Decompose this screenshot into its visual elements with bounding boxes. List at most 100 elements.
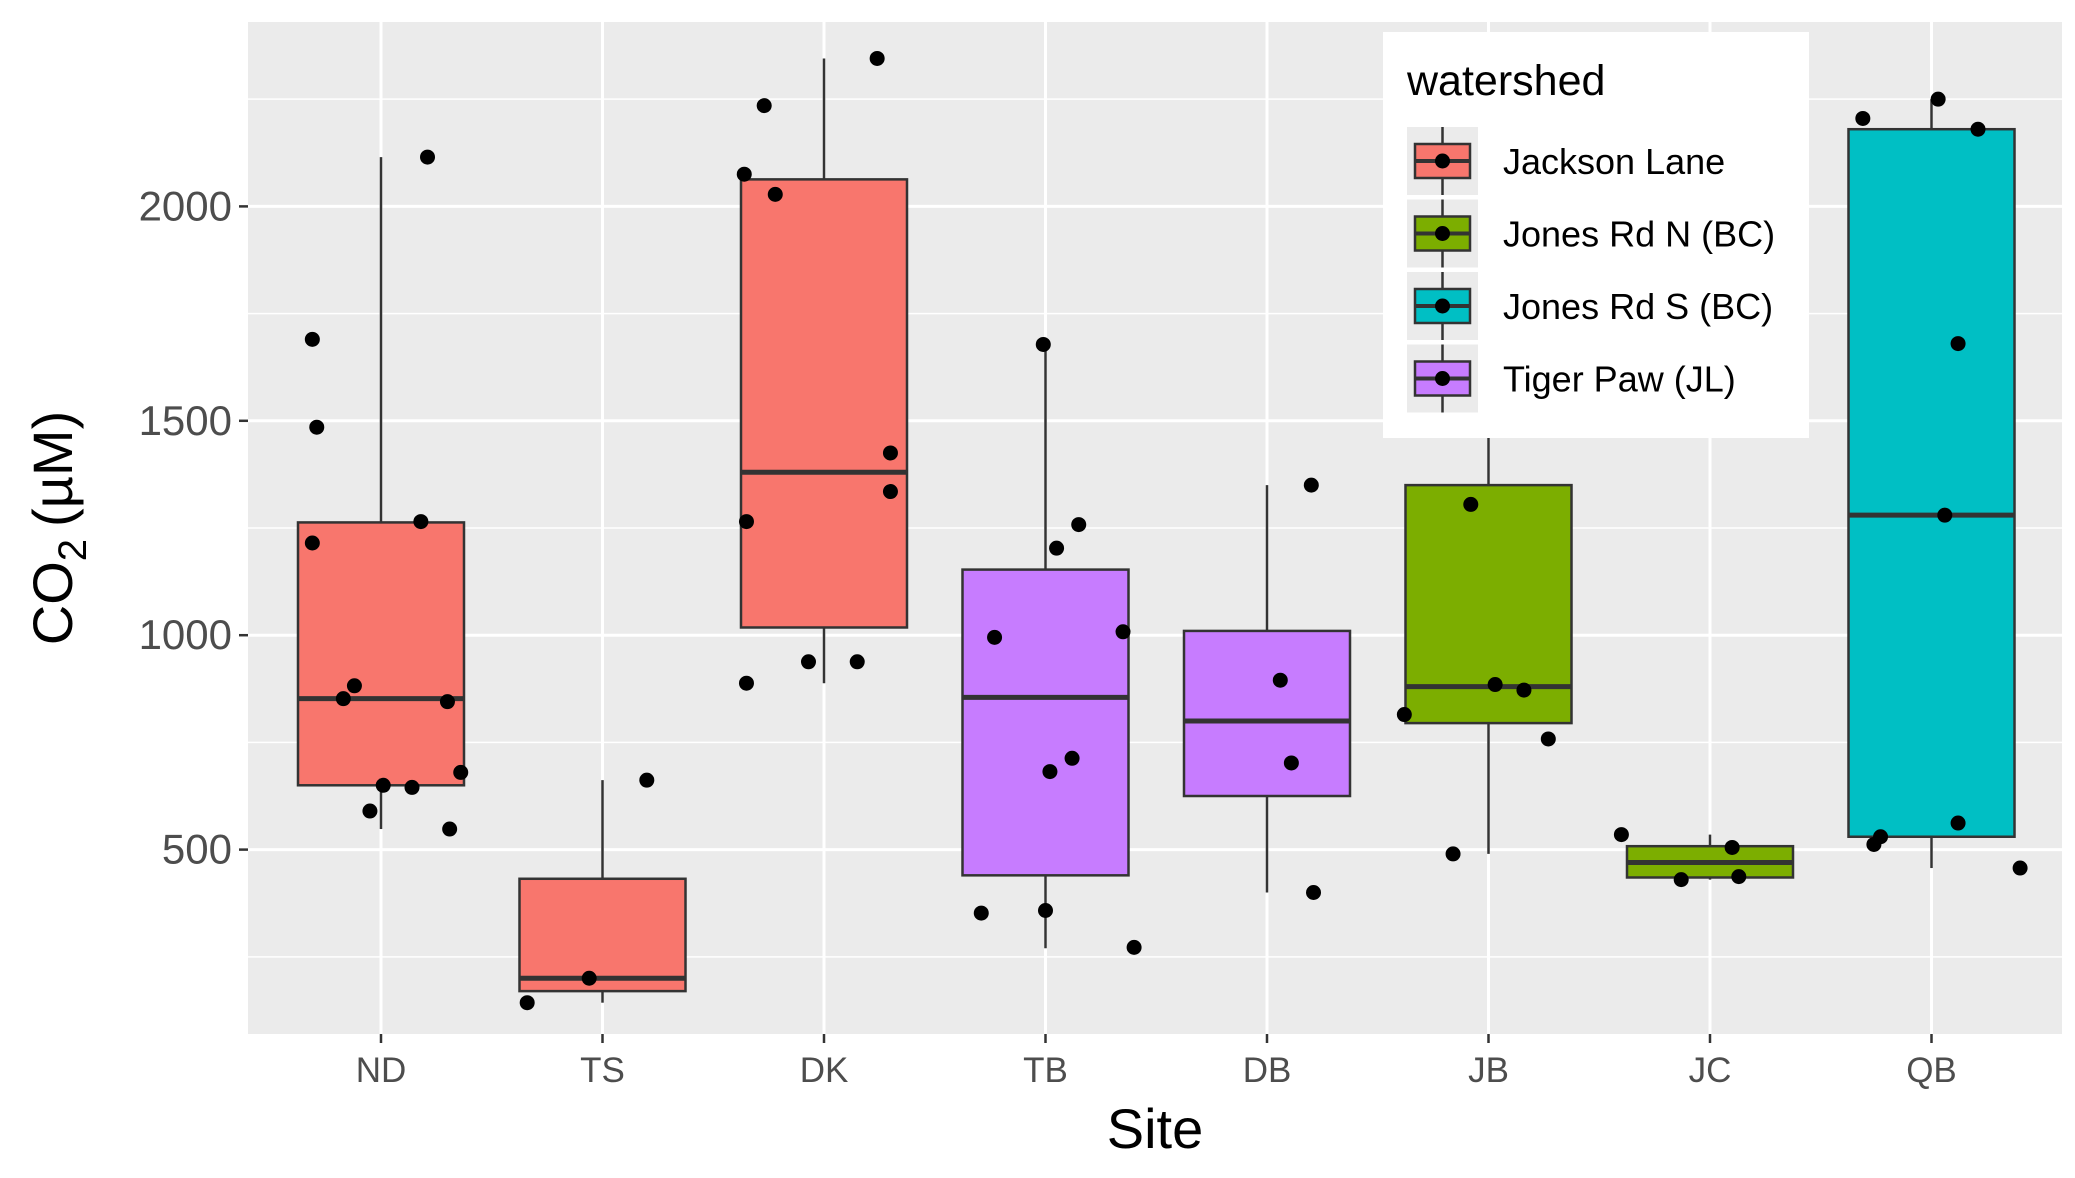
data-point-nd — [346, 678, 362, 694]
box-iqr — [518, 877, 687, 993]
x-axis-title: Site — [1107, 1097, 1204, 1160]
y-tick-label: 1500 — [139, 397, 232, 444]
x-tick-label-dk: DK — [800, 1051, 849, 1090]
data-point-dk — [882, 484, 898, 500]
data-point-qb — [1950, 815, 1966, 831]
data-point-nd — [453, 764, 469, 780]
data-point-ts — [519, 995, 535, 1011]
data-point-jb — [1463, 496, 1479, 512]
data-point-dk — [882, 445, 898, 461]
data-point-dk — [736, 166, 752, 182]
data-point-nd — [442, 821, 458, 837]
data-point-nd — [375, 777, 391, 793]
data-point-jb — [1540, 731, 1556, 747]
data-point-tb — [1064, 750, 1080, 766]
x-tick-label-qb: QB — [1906, 1051, 1957, 1090]
x-tick-label-tb: TB — [1023, 1051, 1068, 1090]
data-point-qb — [2012, 860, 2028, 876]
data-point-nd — [420, 149, 436, 165]
box-iqr — [1182, 629, 1352, 798]
data-point-tb — [1115, 624, 1131, 640]
data-point-ts — [639, 772, 655, 788]
legend-label: Jones Rd S (BC) — [1503, 286, 1773, 327]
data-point-nd — [439, 694, 455, 710]
data-point-jb — [1516, 682, 1532, 698]
data-point-tb — [1071, 517, 1087, 533]
data-point-nd — [413, 514, 429, 530]
data-point-jb — [1445, 846, 1461, 862]
y-axis-title-subscript: 2 — [51, 539, 95, 561]
legend-key-point — [1435, 153, 1450, 169]
legend-key-point — [1435, 298, 1450, 314]
legend-label: Tiger Paw (JL) — [1503, 359, 1736, 400]
y-axis-title-main: CO — [21, 561, 84, 645]
legend-items: Jackson Lane Jones Rd N (BC) Jones Rd S (B… — [1407, 127, 1775, 413]
data-point-tb — [1035, 336, 1051, 352]
data-point-tb — [1126, 939, 1142, 955]
box-tb — [961, 344, 1130, 949]
x-tick-label-db: DB — [1243, 1051, 1292, 1090]
data-point-qb — [1866, 836, 1882, 852]
data-point-ts — [581, 970, 597, 986]
legend-label: Jones Rd N (BC) — [1503, 214, 1775, 255]
legend: watershed Jackson Lane Jones Rd N (BC) Jon… — [1383, 32, 1809, 438]
box-db — [1182, 485, 1352, 893]
data-point-jb — [1396, 707, 1412, 723]
data-point-qb — [1855, 110, 1871, 126]
box-qb — [1847, 99, 2016, 869]
data-point-db — [1283, 755, 1299, 771]
legend-item: Jones Rd N (BC) — [1407, 199, 1775, 268]
data-point-dk — [849, 654, 865, 670]
data-point-db — [1306, 884, 1322, 900]
data-point-dk — [738, 675, 754, 691]
data-point-qb — [1930, 91, 1946, 107]
box-jc — [1625, 834, 1795, 880]
legend-label: Jackson Lane — [1503, 141, 1725, 182]
box-iqr — [296, 521, 466, 787]
data-point-qb — [1937, 507, 1953, 523]
data-point-tb — [973, 905, 989, 921]
data-point-jc — [1731, 869, 1747, 885]
y-tick-label: 500 — [162, 826, 232, 873]
data-point-nd — [362, 803, 378, 819]
legend-item: Tiger Paw (JL) — [1407, 344, 1736, 413]
axis-layer: 500 1000 1500 2000 ND TS DK TB DB JB JC QB — [139, 182, 1957, 1090]
data-point-db — [1272, 672, 1288, 688]
x-tick-label-jb: JB — [1468, 1051, 1509, 1090]
y-axis-title: CO2 (µM) — [21, 411, 95, 645]
box-nd — [296, 157, 466, 830]
box-dk — [739, 58, 909, 684]
data-point-dk — [767, 186, 783, 202]
box-iqr — [739, 178, 909, 629]
x-tick-label-jc: JC — [1689, 1051, 1732, 1090]
data-point-tb — [987, 629, 1003, 645]
data-point-jb — [1487, 677, 1503, 693]
x-tick-label-ts: TS — [580, 1051, 625, 1090]
y-axis-title-unit: (µM) — [21, 411, 84, 527]
data-point-dk — [869, 50, 885, 66]
data-point-jc — [1724, 839, 1740, 855]
data-point-qb — [1950, 336, 1966, 352]
legend-title: watershed — [1406, 57, 1605, 105]
legend-key-point — [1435, 371, 1450, 386]
data-point-dk — [800, 654, 816, 670]
y-tick-label: 2000 — [139, 182, 232, 229]
data-point-jc — [1613, 827, 1629, 843]
data-point-nd — [404, 779, 420, 795]
data-point-nd — [304, 331, 320, 347]
data-point-nd — [335, 691, 351, 707]
data-point-tb — [1042, 764, 1058, 780]
data-point-dk — [738, 514, 754, 530]
data-point-qb — [1970, 121, 1986, 137]
data-point-nd — [309, 419, 325, 435]
box-iqr — [1847, 127, 2016, 838]
box-ts — [518, 780, 687, 1003]
point-layer — [304, 50, 2028, 1011]
data-point-db — [1303, 477, 1319, 493]
x-tick-label-nd: ND — [356, 1051, 407, 1090]
box-layer — [296, 58, 2016, 1003]
data-point-tb — [1049, 540, 1065, 556]
data-point-dk — [756, 98, 772, 114]
y-tick-label: 1000 — [139, 611, 232, 658]
